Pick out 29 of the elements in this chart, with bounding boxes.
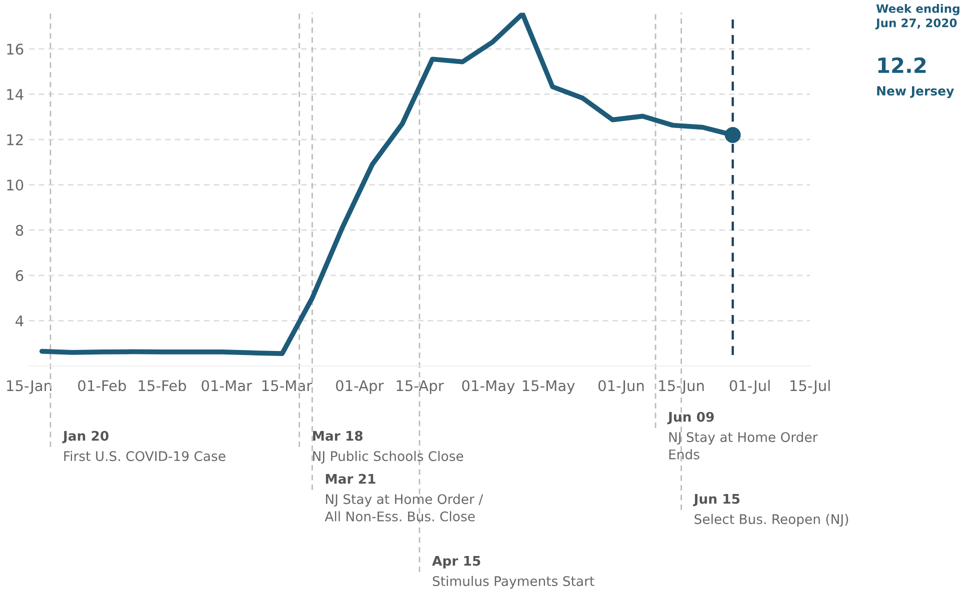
text: 12.2	[878, 57, 926, 73]
x-tick-label: 15-Jun	[659, 380, 704, 394]
y-tick-label: 10	[7, 180, 24, 191]
y-tick-label: 4	[16, 316, 24, 326]
x-tick-label: 15-Feb	[138, 380, 186, 392]
x-tick-label: 01-Feb	[78, 380, 126, 392]
y-tick-label: 16	[7, 44, 24, 55]
y-tick-label: 6	[16, 270, 24, 282]
x-tick-label: 15-Mar	[262, 380, 312, 392]
x-tick-label: 01-Apr	[336, 380, 384, 394]
x-tick-label: 15-May	[522, 380, 575, 394]
ref-line-label: Jun 09 NJ Stay at Home Order Ends	[667, 412, 818, 460]
ref-line-label: Apr 15 Stimulus Payments Start	[432, 556, 594, 589]
ref-line-label: Jun 15 Select Bus. Reopen (NJ)	[693, 494, 848, 527]
text: New Jersey	[877, 86, 954, 98]
x-tick-label: 01-Jul	[730, 380, 770, 394]
x-tick-label: 15-Jan	[7, 380, 52, 394]
x-tick-label: 15-Jul	[790, 380, 830, 394]
y-tick-label: 14	[7, 89, 24, 100]
y-tick-label: 12	[7, 134, 23, 146]
ref-line-label: Mar 18 NJ Public Schools Close	[313, 430, 464, 464]
x-tick-label: 01-May	[462, 380, 515, 394]
x-tick-label: 01-Mar	[202, 380, 252, 392]
x-tick-label: 15-Apr	[396, 380, 444, 394]
ref-line-label: Jan 20 First U.S. COVID-19 Case	[62, 430, 226, 462]
ref-line-label: Mar 21 NJ Stay at Home Order / All Non-Ess. Bus. Close	[324, 474, 484, 522]
y-tick-label: 8	[16, 224, 24, 236]
text: Week ending Jun 27, 2020	[875, 4, 960, 30]
x-tick-label: 01-Jun	[598, 380, 644, 394]
